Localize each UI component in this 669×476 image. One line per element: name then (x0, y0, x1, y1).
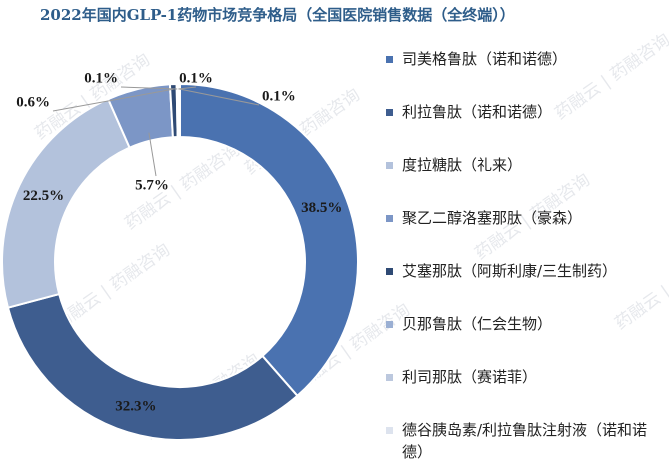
legend-item-7: 利司那肽（赛诺菲） (386, 366, 669, 388)
slice-1 (179, 82, 359, 398)
data-label-4: 5.7% (135, 177, 169, 193)
legend-swatch (386, 109, 393, 116)
legend-swatch (386, 427, 393, 434)
slice-2 (6, 292, 299, 441)
legend-item-5: 艾塞那肽（阿斯利康/三生制药） (386, 260, 669, 282)
legend-swatch (386, 321, 393, 328)
legend-item-8: 德谷胰岛素/利拉鲁肽注射液（诺和诺德） (386, 419, 669, 463)
legend-item-6: 贝那鲁肽（仁会生物） (386, 313, 669, 335)
legend-label: 利司那肽（赛诺菲） (402, 368, 538, 386)
data-label-3: 22.5% (23, 188, 64, 204)
slices-layer (1, 82, 359, 441)
leader-lines-layer (52, 86, 260, 177)
data-label-5: 0.6% (16, 94, 50, 110)
leader-line-5 (52, 88, 174, 112)
data-label-7: 0.1% (179, 70, 213, 86)
data-label-2: 32.3% (115, 398, 156, 414)
leader-line-8 (179, 88, 260, 106)
legend-label: 艾塞那肽（阿斯利康/三生制药） (402, 262, 618, 280)
slice-8 (177, 82, 181, 139)
legend-item-3: 度拉糖肽（礼来） (386, 154, 669, 176)
legend-swatch (386, 268, 393, 275)
legend-swatch (386, 215, 393, 222)
legend-label: 贝那鲁肽（仁会生物） (402, 315, 553, 333)
legend-item-2: 利拉鲁肽（诺和诺德） (386, 101, 669, 123)
leader-line-7 (178, 86, 197, 90)
legend-label: 利拉鲁肽（诺和诺德） (402, 103, 553, 121)
data-label-8: 0.1% (262, 88, 296, 104)
leader-line-4 (148, 132, 157, 177)
legend-swatch (386, 56, 393, 63)
legend: 司美格鲁肽（诺和诺德） 利拉鲁肽（诺和诺德） 度拉糖肽（礼来） 聚乙二醇洛塞那肽（豪森… (386, 48, 669, 463)
data-label-1: 38.5% (301, 200, 342, 216)
legend-label: 德谷胰岛素/利拉鲁肽注射液（诺和诺德） (402, 421, 648, 461)
data-labels-layer: 38.5% 32.3% 22.5% 5.7% 0.6% 0.1% 0.1% 0.1% (16, 70, 342, 414)
data-label-6: 0.1% (84, 70, 118, 86)
legend-swatch (386, 162, 393, 169)
chart-title: 2022年国内GLP-1药物市场竞争格局（全国医院销售数据（全终端）） (40, 6, 515, 24)
legend-label: 度拉糖肽（礼来） (402, 156, 523, 174)
legend-label: 聚乙二醇洛塞那肽（豪森） (402, 209, 583, 227)
legend-item-4: 聚乙二醇洛塞那肽（豪森） (386, 207, 669, 229)
legend-swatch (386, 374, 393, 381)
legend-item-1: 司美格鲁肽（诺和诺德） (386, 48, 669, 70)
leader-line-6 (120, 86, 178, 90)
legend-label: 司美格鲁肽（诺和诺德） (402, 50, 568, 68)
